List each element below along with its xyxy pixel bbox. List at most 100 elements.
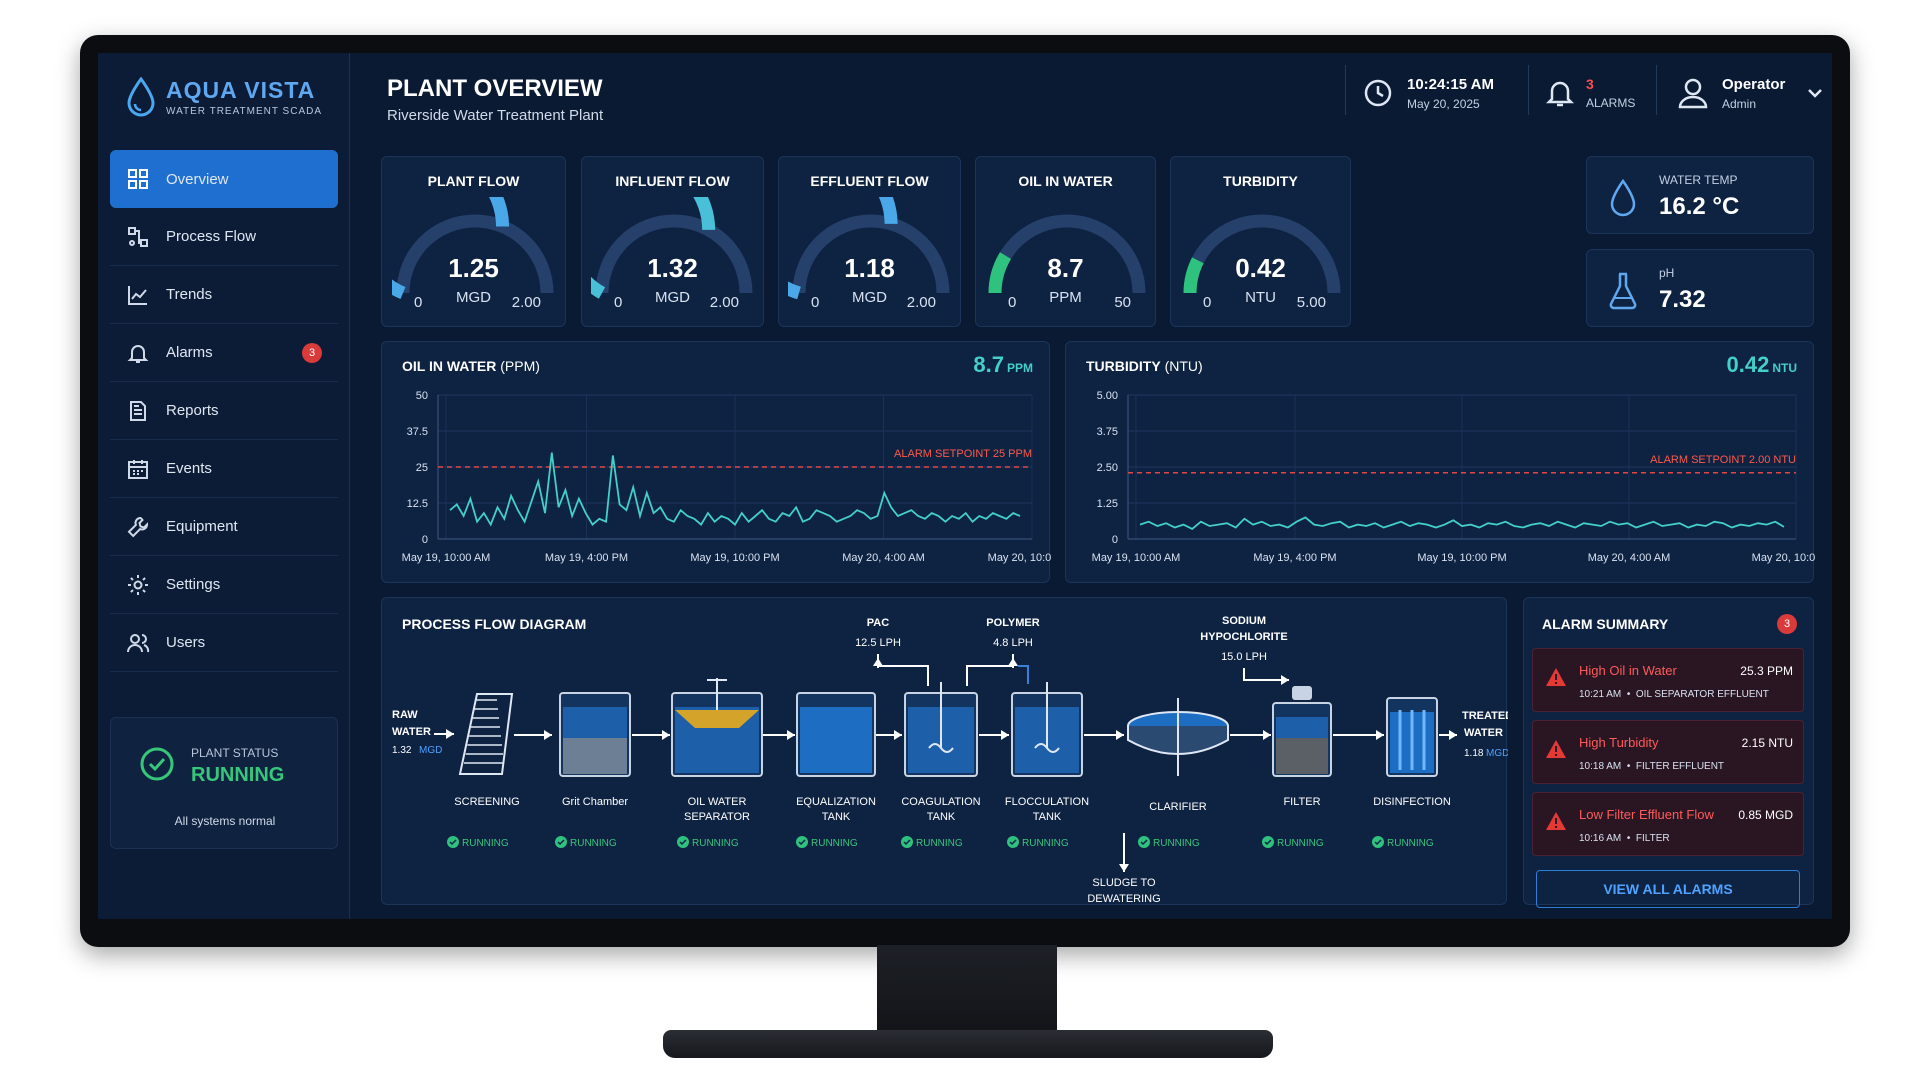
arrow-head <box>544 730 552 740</box>
chemical-rate: 4.8 LPH <box>993 637 1033 649</box>
check-mark <box>903 839 911 846</box>
user-menu[interactable]: Operator Admin <box>1678 65 1823 121</box>
filter-media <box>1276 738 1328 774</box>
line-chart-icon <box>128 285 147 305</box>
gauge-dial <box>590 197 752 299</box>
turbidity-chart[interactable]: 5.00 3.75 2.50 1.25 0 May 19, 10:00 AM May 19,… <box>1066 342 1815 584</box>
clock-display: 10:24:15 AM May 20, 2025 <box>1363 65 1494 121</box>
sidebar-item-process-flow[interactable]: Process Flow <box>110 208 338 266</box>
oil-in-water-trend-card: OIL IN WATER (PPM) 8.7 PPM 50 37.5 25 12.5 0 M… <box>381 341 1051 584</box>
x-tick-label: May 19, 4:00 PM <box>545 552 628 564</box>
alarm-location: OIL SEPARATOR EFFLUENT <box>1635 689 1769 700</box>
chemical-name: SODIUM <box>1222 615 1266 627</box>
gauge-dial <box>391 197 553 299</box>
arrow-head <box>1008 658 1018 666</box>
gauge-dial <box>1183 214 1340 294</box>
gauge-card: TURBIDITY 0.42 NTU 0 5.00 <box>1170 156 1351 327</box>
flocculation-tank-icon <box>1011 682 1083 777</box>
users-icon <box>127 633 150 652</box>
sidebar-item-equipment[interactable]: Equipment <box>110 498 338 556</box>
gauge-card: EFFLUENT FLOW 1.18 MGD 0 2.00 <box>778 156 961 327</box>
arrow-head <box>787 730 795 740</box>
header-alarms-button[interactable]: 3 ALARMS <box>1546 65 1635 121</box>
alarm-item[interactable]: Low Filter Effluent Flow 0.85 MGD 10:16 … <box>1532 792 1804 856</box>
gauge-min: 0 <box>1008 294 1017 311</box>
app-logo[interactable]: AQUA VISTA WATER TREATMENT SCADA <box>126 77 322 117</box>
check-mark <box>679 839 687 846</box>
gauge-value: 1.25 <box>448 253 499 283</box>
raw-water-label: RAW <box>392 709 418 721</box>
sidebar-item-label: Trends <box>166 286 213 303</box>
gauge-title: INFLUENT FLOW <box>615 173 730 189</box>
app-subtitle: WATER TREATMENT SCADA <box>166 106 323 117</box>
process-flow-svg: RAWWATER1.32MGDTREATEDWATER1.18MGDPAC12.… <box>392 615 1508 905</box>
sidebar-item-trends[interactable]: Trends <box>110 266 338 324</box>
chevron-down-icon[interactable] <box>1807 88 1823 98</box>
y-tick-label: 0 <box>1112 534 1118 546</box>
current-time: 10:24:15 AM <box>1407 75 1494 93</box>
stage-status: RUNNING <box>462 838 509 849</box>
stage-name: DISINFECTION <box>1373 796 1451 808</box>
trend-current-unit: NTU <box>1772 361 1797 375</box>
alarm-name: High Oil in Water <box>1579 663 1677 678</box>
sidebar-item-reports[interactable]: Reports <box>110 382 338 440</box>
view-all-alarms-button[interactable]: VIEW ALL ALARMS <box>1536 870 1800 908</box>
alarm-setpoint-label: ALARM SETPOINT 2.00 NTU <box>1650 454 1796 466</box>
bell-icon <box>127 344 149 363</box>
alarm-item[interactable]: High Turbidity 2.15 NTU 10:18 AM • FILTE… <box>1532 720 1804 784</box>
x-tick-label: May 20, 4:00 AM <box>1588 552 1671 564</box>
sludge-label: SLUDGE TO <box>1092 877 1156 889</box>
oil-in-water-chart[interactable]: 50 37.5 25 12.5 0 May 19, 10:00 AM May 19, 4:0… <box>382 342 1051 584</box>
gauge-card: INFLUENT FLOW 1.32 MGD 0 2.00 <box>581 156 764 327</box>
x-tick-label: May 20, 10:00 AM <box>1752 552 1815 564</box>
alarm-name: High Turbidity <box>1579 735 1659 750</box>
gauge-track <box>396 214 553 294</box>
sidebar-item-label: Alarms <box>166 344 213 361</box>
alarm-meta: 10:18 AM • FILTER EFFLUENT <box>1579 761 1725 772</box>
alarm-meta: 10:21 AM • OIL SEPARATOR EFFLUENT <box>1579 689 1769 700</box>
alarm-item[interactable]: High Oil in Water 25.3 PPM 10:21 AM • OI… <box>1532 648 1804 712</box>
stage-status: RUNNING <box>1387 838 1434 849</box>
sidebar-item-settings[interactable]: Settings <box>110 556 338 614</box>
trend-title-unit: (PPM) <box>500 358 540 374</box>
oil-water-separator-icon <box>671 678 763 777</box>
sidebar-item-label: Settings <box>166 576 221 593</box>
raw-water-label: WATER <box>392 726 431 738</box>
sidebar-item-events[interactable]: Events <box>110 440 338 498</box>
stage-name: FLOCCULATION <box>1005 796 1089 808</box>
alarm-setpoint-label: ALARM SETPOINT 25 PPM <box>894 448 1032 460</box>
sidebar-item-overview[interactable]: Overview <box>110 150 338 208</box>
y-tick-label: 3.75 <box>1097 426 1118 438</box>
arrow-head <box>1116 730 1124 740</box>
plant-status-value: RUNNING <box>191 764 285 786</box>
sidebar-item-label: Equipment <box>166 518 238 535</box>
raw-water-unit: MGD <box>419 745 442 756</box>
plant-status-note: All systems normal <box>174 814 276 828</box>
alarm-value: 25.3 PPM <box>1740 664 1793 678</box>
alarm-name: Low Filter Effluent Flow <box>1579 807 1714 822</box>
page-title: PLANT OVERVIEW <box>387 75 603 102</box>
sidebar-item-alarms[interactable]: Alarms 3 <box>110 324 338 382</box>
treated-water-flow: 1.18 <box>1464 748 1484 759</box>
stage-status: RUNNING <box>916 838 963 849</box>
clock-icon <box>1364 79 1392 107</box>
series-line <box>449 452 1021 527</box>
coagulation-tank-icon <box>904 682 978 777</box>
gauge-title: TURBIDITY <box>1223 173 1298 189</box>
y-tick-label: 5.00 <box>1097 390 1118 402</box>
stage-name: TANK <box>1033 811 1062 823</box>
gauge-min: 0 <box>811 294 820 311</box>
stage-status: RUNNING <box>1022 838 1069 849</box>
gauge-max: 2.00 <box>709 294 739 311</box>
plant-status-label: PLANT STATUS <box>191 746 279 760</box>
sidebar-item-users[interactable]: Users <box>110 614 338 672</box>
gauge-fill <box>1183 257 1204 294</box>
gauge-title: EFFLUENT FLOW <box>810 173 929 189</box>
ph-card: pH 7.32 <box>1586 249 1814 327</box>
arrow-head <box>1449 730 1457 740</box>
gauge-min: 0 <box>614 294 623 311</box>
screen-frame <box>458 693 514 775</box>
chemical-name: HYPOCHLORITE <box>1200 631 1287 643</box>
stage-name: TANK <box>927 811 956 823</box>
stage-name: COAGULATION <box>901 796 980 808</box>
